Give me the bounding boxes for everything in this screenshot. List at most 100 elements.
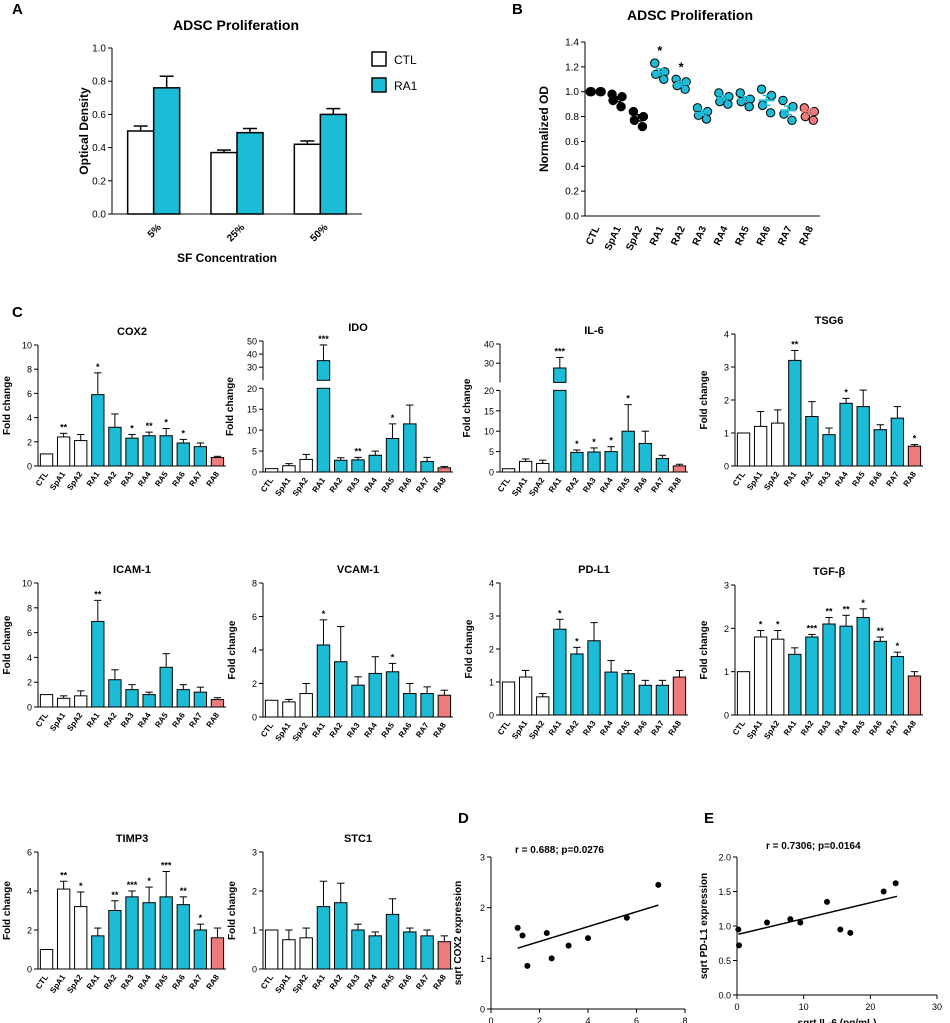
bar-ra1 — [91, 620, 105, 708]
x-tick-label: RA3 — [345, 476, 362, 495]
x-tick-label: 2 — [537, 1016, 542, 1023]
panel-title: TSG6 — [815, 315, 844, 327]
y-tick-label: 10 — [484, 427, 494, 437]
bar-ra2 — [334, 661, 348, 718]
data-point — [723, 99, 733, 109]
significance-mark: * — [391, 652, 395, 662]
legend-swatch-ctl — [371, 51, 387, 67]
data-point — [787, 916, 794, 923]
significance-mark: * — [558, 608, 562, 618]
bar-ra7 — [420, 693, 434, 718]
bar-spa1 — [518, 460, 533, 473]
y-tick-label: 2 — [27, 437, 32, 447]
x-tick-label: RA6 — [867, 470, 884, 489]
x-tick-label: CTL — [496, 476, 512, 494]
bar-ra4 — [839, 625, 853, 716]
x-tick-label: RA5 — [380, 721, 397, 740]
bar-ctl — [39, 694, 54, 708]
data-point — [655, 881, 662, 888]
x-tick-label: RA3 — [119, 973, 136, 992]
significance-mark: * — [199, 913, 203, 923]
x-tick-label: SpA2 — [624, 224, 645, 252]
bar-spa1 — [753, 636, 768, 716]
x-tick-label: RA4 — [598, 476, 615, 495]
bar-ra3 — [822, 623, 836, 716]
x-tick-label: CTL — [259, 721, 275, 739]
bar-ra3 — [822, 434, 836, 467]
bar-ctl — [264, 468, 279, 473]
bar-ra7 — [890, 417, 905, 467]
bar-ctl — [264, 929, 279, 970]
y-tick-label: 2 — [724, 396, 729, 406]
x-tick-label: SpA2 — [291, 973, 310, 995]
x-tick-label: SpA1 — [603, 224, 624, 252]
x-tick-label: RA2 — [328, 721, 345, 740]
y-tick-label: 20 — [247, 384, 257, 394]
y-tick-label: 10 — [22, 579, 32, 589]
significance-mark: *** — [807, 623, 818, 633]
y-tick-label: 1.4 — [565, 38, 579, 49]
regression-line — [517, 904, 659, 949]
panel-title: ICAM-1 — [113, 564, 151, 576]
significance-mark: *** — [318, 334, 329, 344]
x-axis-label: sqrt IL-6 (pg/mL) — [798, 1018, 877, 1023]
y-tick-label: 6 — [27, 389, 32, 399]
bar-spa2 — [536, 462, 550, 473]
x-tick-label: 5% — [146, 222, 164, 240]
x-tick-label: RA2 — [328, 973, 345, 992]
x-tick-label: RA2 — [669, 224, 688, 247]
significance-mark: * — [322, 609, 326, 619]
y-axis-label: Fold change — [699, 370, 710, 429]
data-point — [744, 101, 754, 112]
panel-a: A ADSC Proliferation 0.0 0.2 0.4 0.6 0.8 1.0 Opt… — [12, 1, 418, 265]
x-tick-label: RA7 — [187, 470, 204, 489]
panel-label: B — [512, 1, 523, 18]
bar-ra8 — [437, 941, 452, 970]
x-tick-label: RA4 — [598, 719, 615, 738]
x-tick-label: RA7 — [649, 719, 666, 738]
x-tick-label: SpA2 — [291, 476, 310, 498]
x-tick-label: RA3 — [691, 224, 710, 247]
x-tick-label: RA7 — [776, 224, 795, 247]
bar-ctl — [501, 681, 516, 716]
x-tick-label: CTL — [584, 225, 602, 247]
y-tick-label: 4 — [27, 413, 32, 423]
x-tick-label: 20 — [865, 1002, 875, 1012]
significance-mark: ** — [843, 604, 851, 614]
bar-ra5 — [385, 438, 400, 473]
significance-mark: *** — [127, 880, 138, 890]
significance-mark: * — [844, 387, 848, 397]
significance-mark: * — [913, 434, 917, 444]
data-point — [778, 95, 788, 106]
x-tick-label: RA8 — [667, 719, 684, 738]
x-tick-label: RA1 — [85, 973, 102, 992]
y-tick-label: 10 — [22, 341, 32, 351]
panel-label: E — [704, 810, 714, 827]
bar-ra6 — [403, 931, 417, 970]
bar-ra5 — [159, 435, 173, 467]
data-point — [585, 935, 591, 942]
x-tick-label: RA6 — [397, 973, 414, 992]
x-tick-label: RA6 — [755, 224, 774, 247]
bar-ra8 — [210, 457, 225, 467]
significance-mark: ** — [825, 607, 833, 617]
bar-spa1 — [56, 697, 71, 708]
x-tick-label: SpA2 — [762, 719, 781, 741]
significance-mark: ** — [791, 340, 799, 350]
y-axis-label: Optical Density — [77, 87, 91, 175]
x-tick-label: RA3 — [581, 719, 598, 738]
y-tick-label: 3 — [480, 853, 485, 863]
y-tick-label: 4 — [489, 579, 494, 589]
y-tick-label: 3 — [724, 363, 729, 373]
y-tick-label: 1 — [724, 429, 729, 439]
legend-label: RA1 — [394, 79, 418, 93]
y-tick-label: 2 — [724, 624, 729, 634]
bar-ra8 — [210, 937, 225, 970]
data-point — [787, 115, 797, 126]
bar-ctl — [210, 151, 238, 215]
x-tick-label: SpA2 — [762, 470, 781, 492]
